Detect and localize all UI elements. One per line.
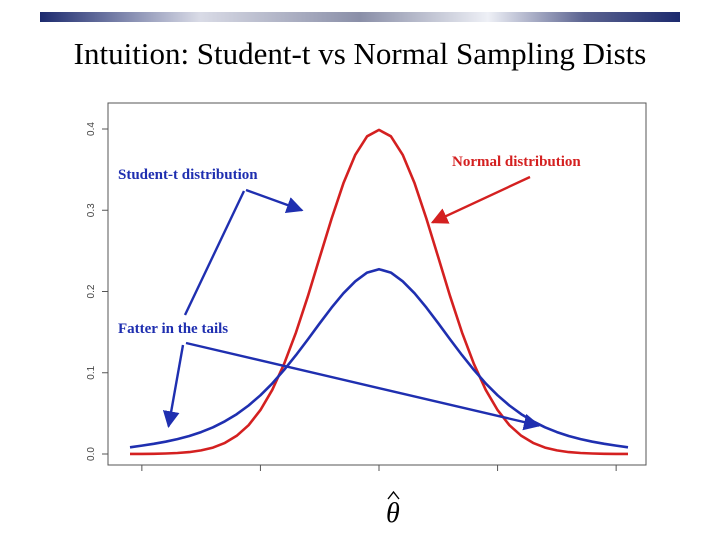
title-decoration-bar bbox=[40, 10, 680, 22]
student-t-distribution-curve bbox=[129, 267, 629, 449]
annotation-normal-label: Normal distribution bbox=[452, 154, 581, 170]
y-tick-label: 0.2 bbox=[86, 284, 97, 298]
normal-distribution-curve bbox=[130, 128, 628, 456]
y-tick-label: 0.1 bbox=[86, 365, 97, 379]
annotation-normal-arrow bbox=[430, 175, 531, 224]
theta-hat-symbol: θ bbox=[386, 490, 400, 529]
title-decoration-gradient bbox=[40, 12, 680, 22]
annotation-student-t-label: Student-t distribution bbox=[118, 167, 258, 183]
annotation-student-t-arrow bbox=[245, 188, 304, 214]
plot-frame bbox=[107, 102, 647, 466]
svg-text:θ: θ bbox=[386, 498, 400, 528]
annotation-fatter-tails-label: Fatter in the tails bbox=[118, 321, 228, 337]
y-tick-label: 0.4 bbox=[86, 122, 97, 136]
y-tick-label: 0.3 bbox=[86, 203, 97, 217]
title-decoration-svg bbox=[40, 12, 680, 22]
annotation-connector-line bbox=[183, 190, 246, 316]
slide-title: Intuition: Student-t vs Normal Sampling … bbox=[73, 36, 647, 71]
y-tick-label: 0.0 bbox=[86, 447, 97, 461]
annotation-left-tail-arrow bbox=[162, 344, 185, 429]
annotation-right-tail-arrow bbox=[185, 341, 541, 431]
x-axis-label: θ bbox=[378, 488, 408, 529]
